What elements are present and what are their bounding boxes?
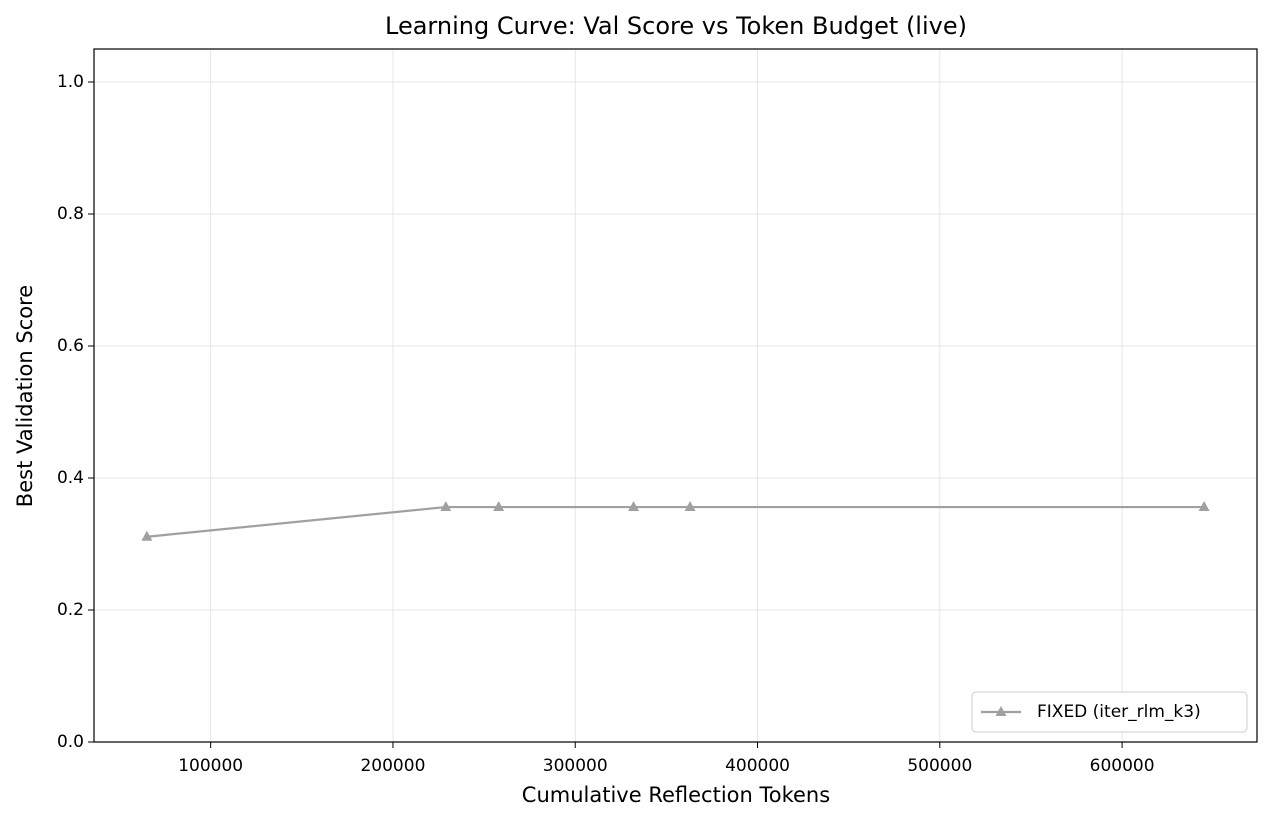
plot-frame bbox=[93, 48, 1258, 743]
legend-box bbox=[971, 691, 1248, 733]
marker bbox=[628, 501, 640, 512]
x-tick-label: 600000 bbox=[1090, 756, 1155, 776]
x-tick-label: 100000 bbox=[178, 756, 243, 776]
legend-marker bbox=[995, 706, 1007, 716]
y-tick-label: 0.8 bbox=[57, 204, 84, 224]
legend-label: FIXED (iter_rlm_k3) bbox=[1037, 702, 1201, 722]
y-axis-label: Best Validation Score bbox=[13, 285, 37, 507]
y-tick-label: 0.2 bbox=[57, 600, 84, 620]
x-tick-label: 200000 bbox=[360, 756, 425, 776]
legend: FIXED (iter_rlm_k3) bbox=[971, 691, 1248, 733]
marker bbox=[141, 530, 153, 541]
y-tick-label: 0.6 bbox=[57, 336, 84, 356]
series-line bbox=[146, 505, 1205, 538]
marker bbox=[1198, 501, 1210, 512]
marker bbox=[440, 501, 452, 512]
marker bbox=[493, 501, 505, 512]
x-tick-label: 500000 bbox=[907, 756, 972, 776]
x-tick-label: 400000 bbox=[725, 756, 790, 776]
chart-title: Learning Curve: Val Score vs Token Budge… bbox=[385, 12, 967, 40]
y-tick-label: 0.4 bbox=[57, 468, 84, 488]
x-axis-label: Cumulative Reflection Tokens bbox=[522, 783, 830, 807]
y-tick-label: 1.0 bbox=[57, 72, 84, 92]
x-tick-label: 300000 bbox=[543, 756, 608, 776]
y-tick-label: 0.0 bbox=[57, 732, 84, 752]
marker bbox=[684, 501, 696, 512]
